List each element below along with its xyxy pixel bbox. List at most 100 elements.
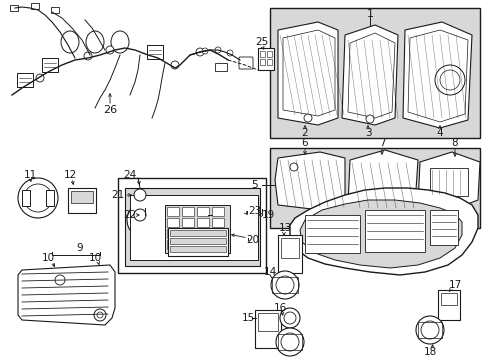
Bar	[212, 218, 224, 227]
Polygon shape	[274, 152, 345, 210]
Bar	[182, 229, 194, 238]
Text: 5: 5	[251, 180, 258, 190]
Bar	[51, 7, 59, 13]
Text: 13: 13	[278, 223, 291, 233]
Polygon shape	[402, 22, 471, 128]
Polygon shape	[341, 25, 397, 125]
Text: 26: 26	[103, 105, 117, 115]
Bar	[260, 59, 264, 65]
Text: 21: 21	[111, 190, 124, 200]
Circle shape	[171, 61, 179, 69]
Polygon shape	[347, 150, 417, 212]
Text: 16: 16	[273, 303, 286, 313]
Bar	[197, 240, 208, 249]
Bar	[118, 178, 265, 273]
Bar	[42, 58, 58, 72]
Circle shape	[226, 50, 232, 56]
Circle shape	[127, 202, 163, 238]
Text: 8: 8	[451, 138, 457, 148]
Circle shape	[134, 189, 146, 201]
Bar	[278, 235, 302, 273]
Bar	[269, 148, 479, 228]
Text: 24: 24	[123, 170, 136, 180]
Bar	[31, 3, 39, 9]
Bar	[197, 229, 208, 238]
Circle shape	[196, 48, 203, 56]
Circle shape	[224, 204, 256, 236]
Circle shape	[365, 115, 373, 123]
Bar	[254, 310, 281, 348]
Text: 1: 1	[366, 9, 373, 19]
Circle shape	[36, 74, 44, 82]
Bar	[212, 211, 246, 219]
Bar	[22, 190, 30, 206]
Bar	[168, 228, 227, 256]
Bar	[130, 195, 258, 260]
Polygon shape	[289, 188, 477, 275]
Circle shape	[18, 178, 58, 218]
Circle shape	[280, 308, 299, 328]
Text: 23: 23	[248, 206, 261, 216]
Bar	[164, 205, 229, 253]
Bar	[197, 207, 208, 216]
Bar	[440, 293, 456, 305]
Bar	[147, 45, 163, 59]
Text: 17: 17	[447, 280, 461, 290]
Text: 11: 11	[23, 170, 37, 180]
Circle shape	[84, 52, 92, 60]
Bar	[212, 240, 224, 249]
Bar	[364, 210, 424, 252]
Bar	[46, 190, 54, 206]
Text: 3: 3	[364, 128, 370, 138]
Circle shape	[275, 328, 304, 356]
Bar	[437, 290, 459, 320]
Bar	[167, 229, 179, 238]
Text: 10: 10	[41, 253, 55, 263]
Circle shape	[202, 48, 207, 54]
Circle shape	[215, 47, 221, 53]
Circle shape	[106, 46, 114, 54]
Circle shape	[434, 65, 464, 95]
Bar	[429, 168, 467, 196]
Bar	[429, 210, 457, 245]
Text: 10: 10	[88, 253, 102, 263]
Bar	[167, 240, 179, 249]
Circle shape	[304, 114, 311, 122]
Text: 20: 20	[246, 235, 259, 245]
Circle shape	[270, 271, 298, 299]
Bar	[170, 238, 225, 244]
Bar	[68, 188, 96, 213]
Text: 4: 4	[436, 128, 443, 138]
Polygon shape	[299, 200, 461, 268]
Text: 14: 14	[263, 267, 276, 277]
Text: 18: 18	[423, 347, 436, 357]
Bar	[167, 218, 179, 227]
Bar	[266, 51, 271, 57]
Bar	[258, 48, 273, 70]
Bar	[215, 63, 226, 71]
Bar	[269, 8, 479, 138]
Polygon shape	[417, 152, 479, 210]
Circle shape	[94, 309, 106, 321]
Bar	[197, 218, 208, 227]
Bar	[278, 334, 302, 350]
Text: 19: 19	[261, 210, 274, 220]
Circle shape	[134, 209, 146, 221]
Bar	[167, 207, 179, 216]
Bar	[271, 277, 297, 293]
Circle shape	[192, 207, 207, 223]
Bar	[182, 218, 194, 227]
Polygon shape	[18, 265, 115, 325]
Circle shape	[289, 163, 297, 171]
Text: 22: 22	[123, 210, 136, 220]
Bar	[182, 207, 194, 216]
Bar	[10, 5, 18, 11]
Bar	[417, 322, 441, 338]
Text: 2: 2	[301, 128, 307, 138]
Text: 6: 6	[301, 138, 307, 148]
Bar	[170, 230, 225, 236]
Circle shape	[196, 211, 203, 219]
Bar	[182, 240, 194, 249]
Circle shape	[55, 275, 65, 285]
Bar	[258, 313, 278, 331]
